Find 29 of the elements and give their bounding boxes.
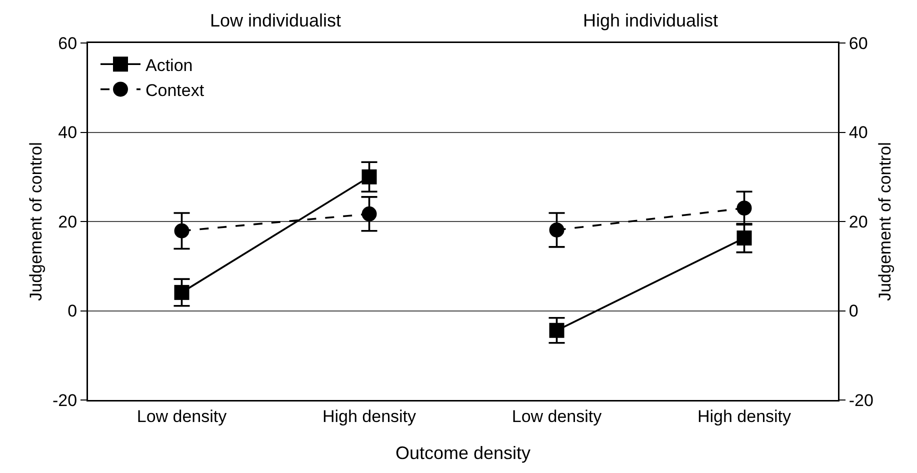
y-tick-label: 20 bbox=[848, 212, 868, 232]
x-axis-title: Outcome density bbox=[394, 443, 532, 464]
y-tick-label: 60 bbox=[58, 34, 78, 53]
x-tick-label: Low density bbox=[136, 406, 228, 426]
y-tick-label: 40 bbox=[58, 123, 78, 142]
y-axis-title: Judgement of control bbox=[26, 142, 46, 301]
y-tick-label: -20 bbox=[52, 390, 78, 410]
x-tick-label: High density bbox=[322, 406, 417, 426]
y-tick-label: 60 bbox=[848, 34, 868, 53]
y-tick-label: 40 bbox=[848, 123, 868, 142]
chart-title: Low individualist bbox=[210, 10, 342, 31]
y-tick-label: 0 bbox=[848, 302, 858, 321]
y-tick-label: 20 bbox=[58, 212, 78, 232]
point bbox=[174, 284, 190, 300]
x-tick-label: High density bbox=[697, 406, 792, 426]
y-tick-label: 0 bbox=[68, 302, 78, 321]
point bbox=[362, 169, 377, 184]
chart-title: High individualist bbox=[582, 10, 718, 31]
legend-label: Context bbox=[146, 80, 204, 100]
point bbox=[736, 230, 752, 246]
x-tick-label: Low density bbox=[512, 406, 602, 426]
point bbox=[549, 222, 564, 238]
point bbox=[362, 206, 377, 222]
point bbox=[549, 322, 564, 338]
y-axis-title: Judgement of control bbox=[876, 142, 895, 301]
legend-label: Action bbox=[146, 56, 193, 75]
y-tick-label: -20 bbox=[848, 390, 874, 410]
point bbox=[174, 223, 190, 238]
point bbox=[736, 200, 752, 216]
